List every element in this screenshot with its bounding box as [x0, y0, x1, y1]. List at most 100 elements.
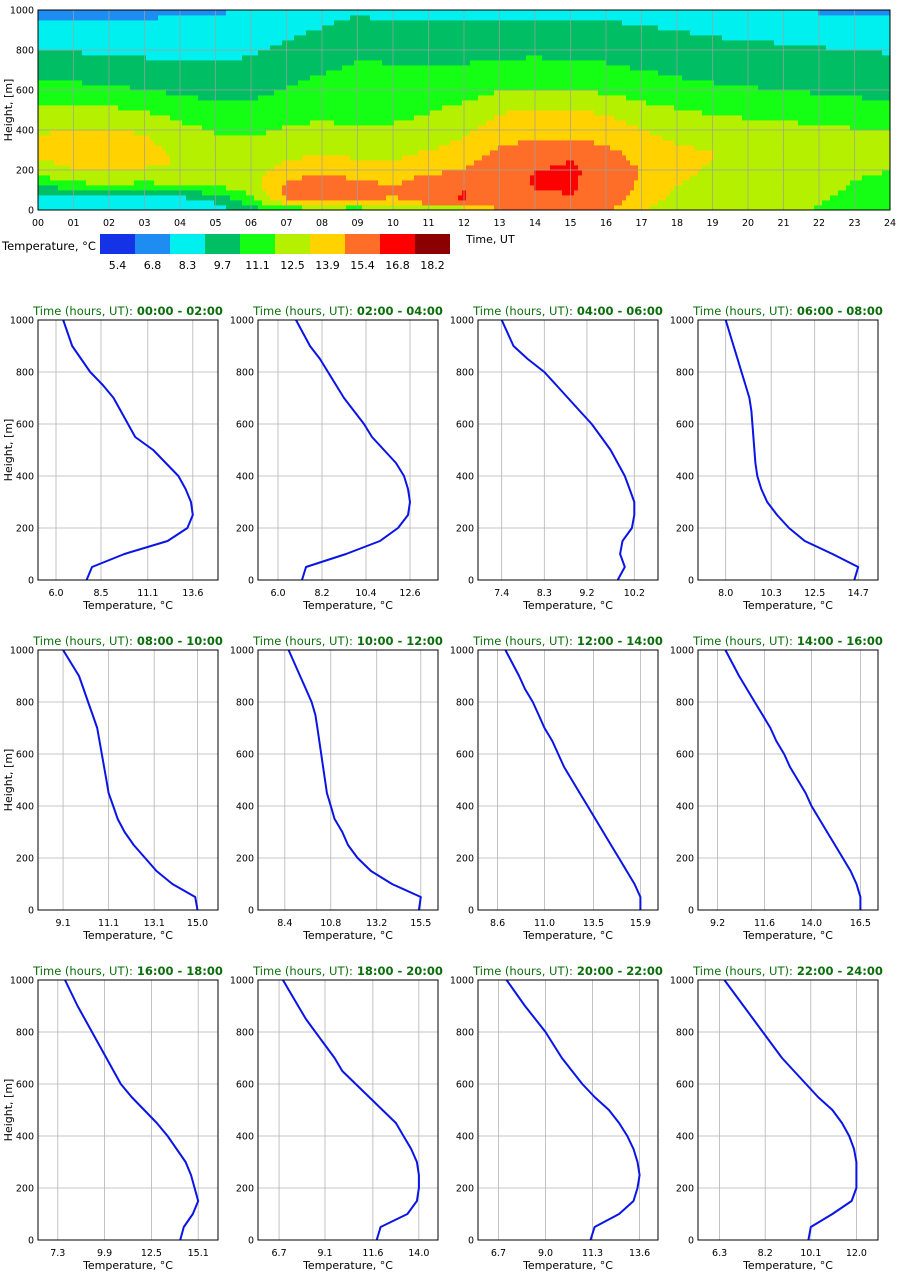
- heatmap-cell: [614, 175, 619, 181]
- heatmap-cell: [118, 205, 123, 211]
- heatmap-cell: [46, 110, 51, 116]
- heatmap-cell: [394, 150, 399, 156]
- heatmap-cell: [430, 190, 435, 196]
- heatmap-cell: [714, 105, 719, 111]
- heatmap-cell: [130, 160, 135, 166]
- heatmap-cell: [358, 200, 363, 206]
- heatmap-cell: [850, 140, 855, 146]
- heatmap-cell: [778, 95, 783, 101]
- heatmap-cell: [542, 200, 547, 206]
- heatmap-cell: [434, 100, 439, 106]
- heatmap-cell: [686, 180, 691, 186]
- heatmap-cell: [782, 165, 787, 171]
- heatmap-cell: [262, 150, 267, 156]
- heatmap-cell: [786, 190, 791, 196]
- heatmap-cell: [378, 130, 383, 136]
- heatmap-cell: [234, 195, 239, 201]
- heatmap-cell: [666, 155, 671, 161]
- heatmap-cell: [186, 195, 191, 201]
- heatmap-cell: [382, 175, 387, 181]
- heatmap-cell: [570, 160, 575, 166]
- heatmap-cell: [286, 175, 291, 181]
- heatmap-cell: [630, 125, 635, 131]
- heatmap-cell: [358, 90, 363, 96]
- heatmap-cell: [406, 200, 411, 206]
- heatmap-cell: [626, 120, 631, 126]
- heatmap-cell: [370, 95, 375, 101]
- heatmap-cell: [662, 145, 667, 151]
- heatmap-cell: [386, 125, 391, 131]
- heatmap-cell: [158, 120, 163, 126]
- heatmap-cell: [50, 145, 55, 151]
- heatmap-cell: [302, 110, 307, 116]
- heatmap-cell: [642, 115, 647, 121]
- heatmap-cell: [826, 175, 831, 181]
- heatmap-cell: [738, 170, 743, 176]
- heatmap-cell: [174, 90, 179, 96]
- heatmap-cell: [134, 125, 139, 131]
- heatmap-cell: [826, 125, 831, 131]
- heatmap-cell: [438, 130, 443, 136]
- heatmap-cell: [794, 100, 799, 106]
- heatmap-cell: [274, 185, 279, 191]
- heatmap-cell: [530, 115, 535, 121]
- heatmap-cell: [402, 105, 407, 111]
- heatmap-cell: [158, 160, 163, 166]
- heatmap-cell: [402, 95, 407, 101]
- heatmap-cell: [534, 135, 539, 141]
- heatmap-cell: [38, 95, 43, 101]
- heatmap-cell: [414, 160, 419, 166]
- heatmap-cell: [722, 205, 727, 211]
- heatmap-cell: [54, 110, 59, 116]
- heatmap-cell: [246, 95, 251, 101]
- heatmap-cell: [102, 205, 107, 211]
- heatmap-cell: [254, 135, 259, 141]
- heatmap-cell: [450, 190, 455, 196]
- heatmap-cell: [254, 140, 259, 146]
- heatmap-cell: [882, 165, 887, 171]
- heatmap-cell: [86, 115, 91, 121]
- heatmap-cell: [602, 125, 607, 131]
- heatmap-cell: [170, 95, 175, 101]
- heatmap-cell: [162, 125, 167, 131]
- heatmap-cell: [834, 130, 839, 136]
- heatmap-cell: [226, 185, 231, 191]
- heatmap-cell: [262, 155, 267, 161]
- heatmap-cell: [682, 135, 687, 141]
- heatmap-cell: [638, 140, 643, 146]
- heatmap-cell: [366, 110, 371, 116]
- heatmap-cell: [274, 170, 279, 176]
- heatmap-cell: [586, 205, 591, 211]
- heatmap-cell: [222, 100, 227, 106]
- heatmap-cell: [74, 105, 79, 111]
- heatmap-cell: [186, 110, 191, 116]
- heatmap-cell: [598, 135, 603, 141]
- heatmap-cell: [794, 200, 799, 206]
- heatmap-cell: [298, 140, 303, 146]
- heatmap-cell: [126, 140, 131, 146]
- heatmap-cell: [754, 110, 759, 116]
- heatmap-cell: [414, 95, 419, 101]
- heatmap-cell: [838, 135, 843, 141]
- heatmap-cell: [790, 110, 795, 116]
- heatmap-cell: [406, 120, 411, 126]
- heatmap-cell: [506, 170, 511, 176]
- heatmap-cell: [614, 150, 619, 156]
- heatmap-cell: [826, 205, 831, 211]
- heatmap-cell: [118, 165, 123, 171]
- heatmap-cell: [666, 105, 671, 111]
- heatmap-cell: [146, 140, 151, 146]
- heatmap-cell: [666, 170, 671, 176]
- heatmap-cell: [226, 110, 231, 116]
- heatmap-cell: [738, 200, 743, 206]
- heatmap-cell: [590, 135, 595, 141]
- heatmap-cell: [774, 105, 779, 111]
- heatmap-cell: [534, 195, 539, 201]
- heatmap-cell: [126, 105, 131, 111]
- heatmap-cell: [50, 180, 55, 186]
- heatmap-cell: [358, 165, 363, 171]
- heatmap-cell: [198, 95, 203, 101]
- heatmap-cell: [778, 120, 783, 126]
- heatmap-cell: [886, 190, 891, 196]
- heatmap-cell: [558, 130, 563, 136]
